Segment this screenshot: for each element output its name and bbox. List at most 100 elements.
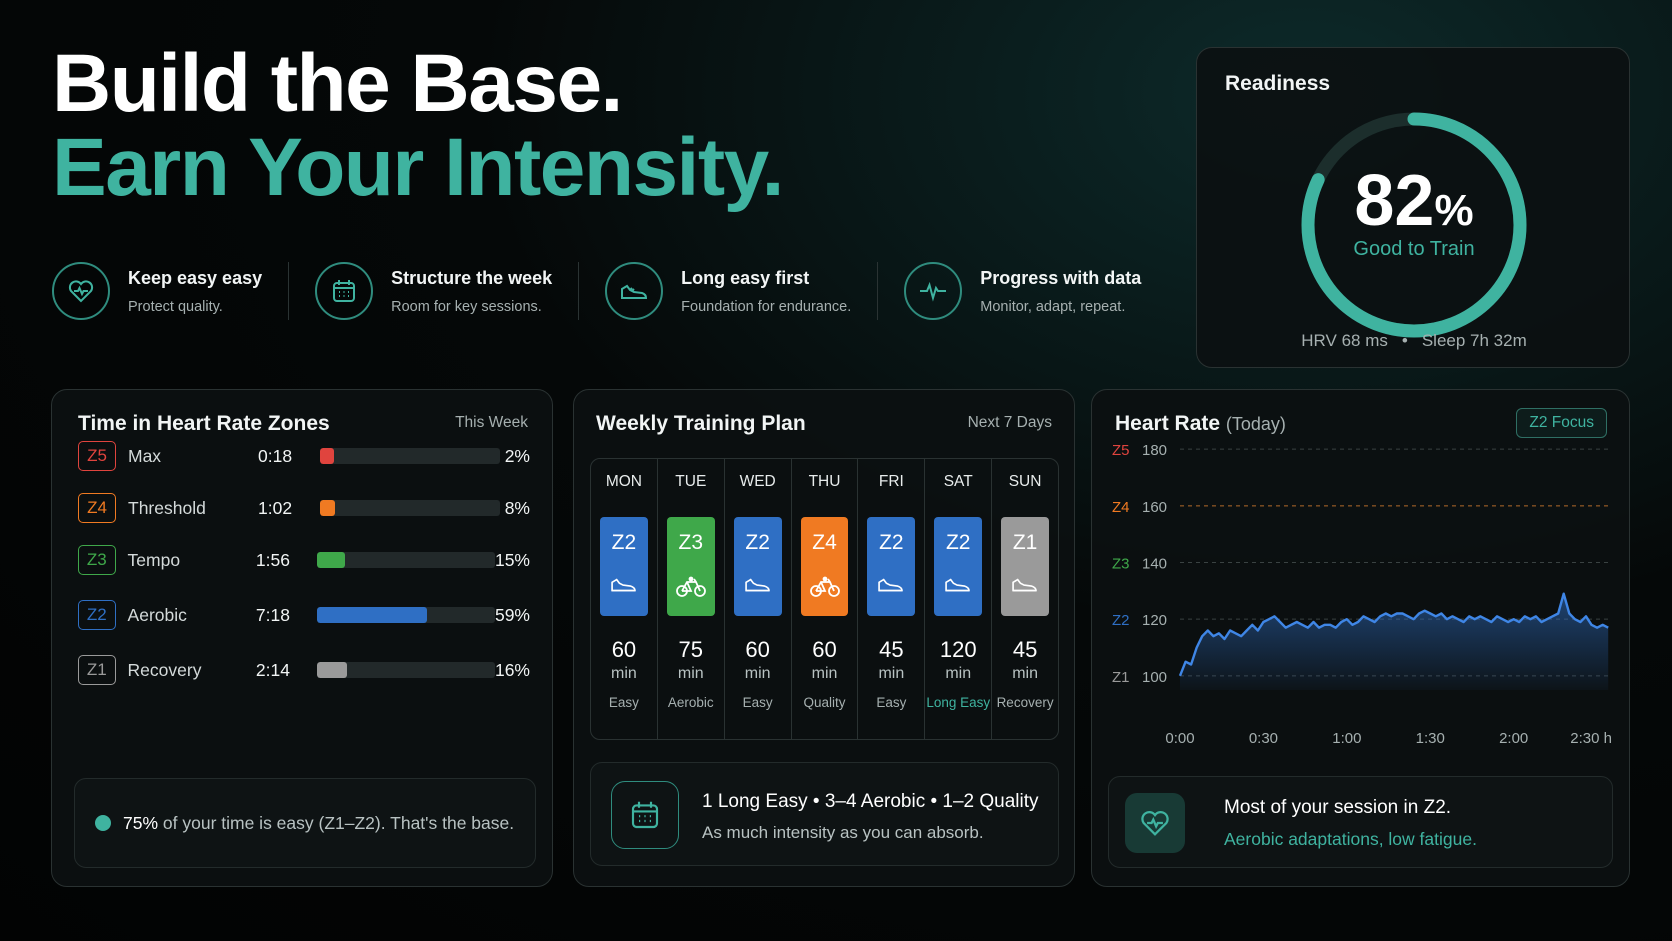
day-thu[interactable]: THU Z4 60 min Quality	[792, 459, 859, 739]
zones-period: This Week	[455, 414, 528, 431]
heart-rate-chart: Z5 180 Z4 160 Z3 140 Z2 120 Z1 100 0:00 0:30 1:00 1:3…	[1112, 442, 1612, 747]
x-tick-label: 2:30 h	[1570, 730, 1612, 747]
day-sat[interactable]: SAT Z2 120 min Long Easy	[925, 459, 993, 739]
shoe-icon	[943, 575, 973, 602]
zone-name: Tempo	[127, 549, 181, 570]
readiness-footer: HRV 68 ms • Sleep 7h 32m	[1197, 331, 1631, 351]
zone-bar-fill	[317, 607, 428, 623]
bike-icon	[675, 575, 707, 604]
zone-bar-fill	[317, 662, 348, 678]
feature-title: Structure the week	[391, 267, 553, 288]
zone-name: Aerobic	[127, 604, 187, 625]
zone-label: Z1	[1012, 531, 1038, 554]
zone-badge: Z1	[78, 655, 116, 685]
day-unit: min	[945, 665, 972, 682]
hr-summary-title: Most of your session in Z2.	[1224, 797, 1452, 818]
readiness-value: 82%	[1354, 161, 1474, 241]
zone-row-z3: Z3 Tempo 1:56 15%	[78, 542, 530, 578]
x-tick-label: 1:30	[1416, 730, 1445, 747]
day-name: WED	[739, 473, 776, 490]
y-tick-label: 100	[1142, 669, 1167, 686]
y-zone-label: Z3	[1112, 556, 1130, 573]
day-name: TUE	[675, 473, 707, 490]
day-name: SAT	[943, 473, 973, 490]
day-minutes: 45	[1012, 637, 1038, 662]
calendar-icon	[315, 262, 374, 320]
feature-title: Long easy first	[681, 267, 810, 288]
weekly-plan-card: Weekly Training Plan Next 7 Days MON Z2 60…	[573, 389, 1075, 887]
readiness-status: Good to Train	[1353, 238, 1475, 260]
y-zone-label: Z5	[1112, 442, 1130, 459]
y-zone-label: Z4	[1112, 499, 1130, 516]
feature-keep-easy: Keep easy easy Protect quality.	[52, 262, 288, 320]
day-type: Easy	[608, 695, 639, 710]
day-minutes: 60	[812, 637, 837, 662]
feature-long-easy: Long easy first Foundation for endurance…	[578, 262, 877, 320]
zone-time: 1:02	[258, 497, 293, 518]
readiness-ring	[1301, 112, 1527, 338]
feature-progress: Progress with data Monitor, adapt, repea…	[877, 262, 1167, 320]
readiness-card: Readiness 82% Good to Train HRV 68 ms • Sl…	[1196, 47, 1630, 368]
feature-subtitle: Monitor, adapt, repeat.	[980, 298, 1126, 315]
zone-label: Z2	[611, 531, 637, 554]
zone-time: 2:14	[255, 659, 290, 680]
zone-percent: 59%	[494, 604, 530, 625]
zone-label: Z2	[879, 531, 904, 554]
zone-name: Threshold	[128, 497, 206, 518]
hrv-value: HRV 68 ms	[1301, 331, 1388, 350]
zone-row-z5: Z5 Max 0:18 2%	[78, 438, 530, 474]
zone-bar	[317, 552, 495, 568]
day-sun[interactable]: SUN Z1 45 min Recovery	[992, 459, 1058, 739]
zone-label: Z4	[812, 531, 837, 554]
day-minutes: 45	[879, 637, 904, 662]
zone-bar-fill	[320, 448, 335, 464]
zone-block: Z2	[600, 517, 648, 616]
hero: Build the Base. Earn Your Intensity.	[52, 38, 784, 210]
day-mon[interactable]: MON Z2 60 min Easy	[591, 459, 658, 739]
plan-summary-title: 1 Long Easy • 3–4 Aerobic • 1–2 Quality	[702, 791, 1039, 812]
zone-block: Z2	[867, 517, 916, 616]
hero-title: Build the Base.	[52, 38, 623, 129]
plan-period: Next 7 Days	[967, 414, 1052, 431]
shoe-icon	[876, 575, 906, 602]
y-tick-label: 140	[1142, 556, 1167, 573]
bike-icon	[809, 575, 841, 604]
heart-icon	[52, 262, 110, 320]
day-type: Aerobic	[667, 695, 714, 710]
plan-summary: 1 Long Easy • 3–4 Aerobic • 1–2 Quality …	[590, 762, 1059, 866]
hr-title: Heart Rate (Today)	[1115, 412, 1286, 435]
zone-block: Z2	[733, 517, 782, 616]
zone-badge: Z2	[78, 600, 116, 630]
readiness-ring-progress	[1301, 112, 1527, 338]
day-fri[interactable]: FRI Z2 45 min Easy	[858, 459, 926, 739]
day-type: Recovery	[996, 695, 1054, 710]
zone-badge: Z3	[78, 545, 116, 575]
feature-title: Progress with data	[980, 267, 1142, 288]
separator-dot: •	[1401, 331, 1408, 350]
zone-time: 1:56	[255, 549, 290, 570]
hr-area	[1180, 593, 1609, 690]
zones-summary: 75% of your time is easy (Z1–Z2). That's…	[74, 778, 536, 868]
day-unit: min	[744, 665, 771, 682]
zone-percent: 15%	[494, 549, 530, 570]
zone-block: Z4	[800, 517, 849, 616]
feature-subtitle: Room for key sessions.	[391, 298, 542, 315]
zone-name: Max	[128, 445, 162, 466]
zone-row-z1: Z1 Recovery 2:14 16%	[78, 652, 530, 688]
heart-rate-card: Z5 180 Z4 160 Z3 140 Z2 120 Z1 100 0:00 0:30 1:00 1:3…	[1091, 389, 1630, 887]
day-wed[interactable]: WED Z2 60 min Easy	[725, 459, 792, 739]
day-unit: min	[1012, 665, 1038, 682]
zone-time: 7:18	[255, 604, 290, 625]
pulse-icon	[904, 262, 963, 320]
day-unit: min	[677, 665, 704, 682]
zone-label: Z2	[945, 531, 971, 554]
day-name: FRI	[878, 473, 904, 490]
zone-bar-fill	[320, 500, 336, 516]
y-zone-label: Z1	[1112, 669, 1130, 686]
zone-bar	[320, 500, 500, 516]
day-minutes: 60	[611, 637, 637, 662]
zone-bar	[317, 662, 495, 678]
day-unit: min	[611, 665, 637, 682]
day-tue[interactable]: TUE Z3 75 min Aerobic	[658, 459, 725, 739]
zone-bar	[317, 607, 495, 623]
